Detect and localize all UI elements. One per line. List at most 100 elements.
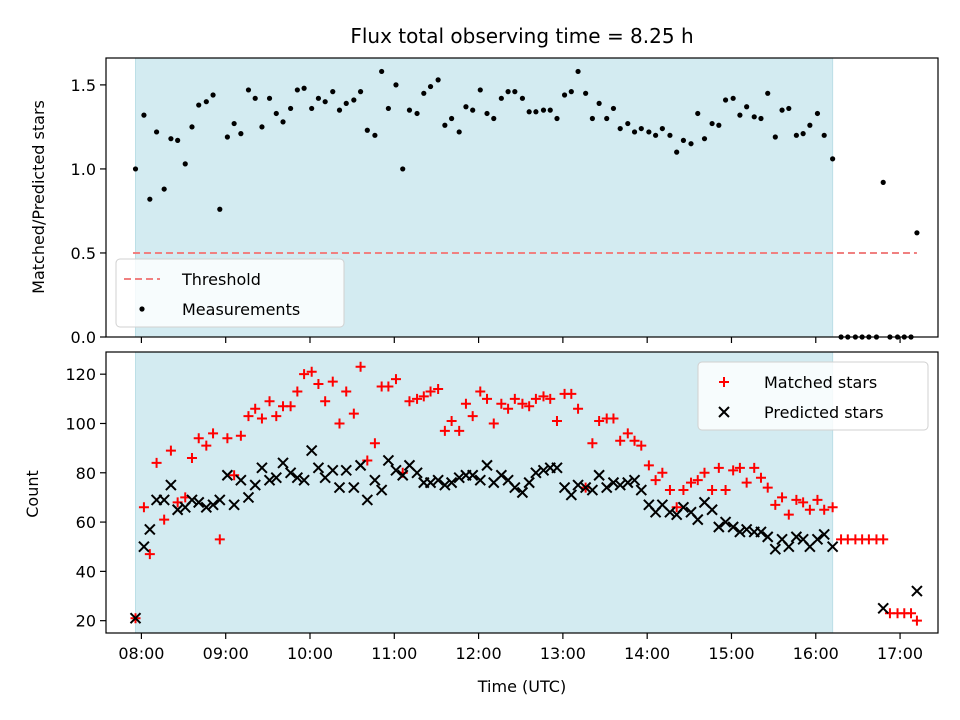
matched-star-point bbox=[165, 445, 176, 456]
predicted-star-point bbox=[256, 462, 268, 474]
measurement-point bbox=[772, 134, 778, 140]
matched-star-point bbox=[460, 398, 471, 409]
measurement-point bbox=[132, 166, 139, 172]
measurement-point bbox=[210, 92, 216, 98]
predicted-star-point bbox=[826, 541, 839, 553]
matched-star-point bbox=[734, 462, 745, 473]
predicted-star-point bbox=[207, 499, 219, 511]
predicted-star-point bbox=[305, 444, 318, 457]
measurement-point bbox=[393, 82, 399, 88]
matched-star-point bbox=[650, 475, 661, 486]
predicted-star-point bbox=[242, 491, 255, 504]
predicted-star-point bbox=[601, 481, 613, 494]
measurement-point bbox=[456, 129, 462, 135]
matched-star-point bbox=[144, 549, 155, 560]
predicted-star-point bbox=[586, 484, 599, 496]
predicted-star-point bbox=[284, 467, 297, 479]
matched-star-point bbox=[327, 376, 338, 387]
x-tick-label: 17:00 bbox=[877, 644, 923, 663]
matched-star-point bbox=[692, 475, 703, 486]
matched-star-point bbox=[235, 430, 246, 441]
measurement-point bbox=[596, 100, 602, 106]
matched-star-point bbox=[243, 411, 254, 422]
measurement-point bbox=[568, 89, 574, 95]
matched-star-point bbox=[425, 386, 436, 397]
matched-star-point bbox=[741, 477, 752, 488]
matched-star-point bbox=[208, 428, 219, 439]
matched-star-point bbox=[812, 494, 823, 505]
measurement-point bbox=[583, 90, 589, 96]
measurement-point bbox=[463, 104, 469, 110]
matched-star-point bbox=[707, 485, 718, 496]
measurement-point bbox=[526, 109, 532, 115]
matched-star-point bbox=[720, 485, 731, 496]
legend-predicted-swatch bbox=[718, 406, 730, 418]
measurement-point bbox=[554, 115, 560, 122]
matched-star-point bbox=[496, 398, 507, 409]
predicted-star-point bbox=[622, 476, 634, 489]
predicted-star-point bbox=[200, 501, 213, 513]
measurement-point bbox=[533, 109, 539, 115]
predicted-star-point bbox=[523, 476, 535, 489]
measurement-point bbox=[540, 107, 547, 113]
measurement-point bbox=[505, 89, 511, 95]
matched-star-point bbox=[341, 386, 352, 397]
predicted-star-point bbox=[755, 526, 767, 538]
predicted-star-point bbox=[706, 504, 718, 516]
predicted-star-point bbox=[439, 479, 451, 491]
y-tick-label: 0.5 bbox=[71, 244, 96, 263]
predicted-star-point bbox=[614, 479, 626, 491]
matched-star-point bbox=[538, 391, 549, 402]
matched-star-point bbox=[159, 514, 170, 525]
chart-title: Flux total observing time = 8.25 h bbox=[350, 24, 693, 48]
measurement-point bbox=[589, 115, 595, 122]
measurement-point bbox=[280, 119, 286, 125]
measurement-point bbox=[709, 120, 715, 127]
measurement-point bbox=[484, 110, 490, 117]
predicted-star-point bbox=[291, 472, 304, 484]
predicted-star-point bbox=[664, 506, 676, 518]
matched-star-point bbox=[804, 504, 815, 515]
predicted-star-point bbox=[186, 494, 198, 506]
x-tick-label: 08:00 bbox=[118, 644, 164, 663]
measurement-point bbox=[730, 95, 736, 101]
measurement-point bbox=[659, 125, 665, 132]
measurement-point bbox=[309, 105, 315, 112]
measurement-point bbox=[758, 115, 764, 122]
measurement-point bbox=[674, 149, 680, 155]
predicted-star-point bbox=[369, 474, 381, 486]
matched-star-point bbox=[404, 396, 415, 407]
series-predicted-stars bbox=[129, 444, 923, 624]
measurement-point bbox=[141, 112, 147, 118]
matched-star-point bbox=[622, 428, 633, 439]
predicted-star-point bbox=[719, 516, 732, 528]
measurement-point bbox=[301, 85, 307, 91]
measurement-point bbox=[631, 129, 638, 135]
measurement-point bbox=[680, 137, 687, 143]
predicted-star-point bbox=[158, 494, 170, 506]
matched-star-point bbox=[433, 383, 444, 394]
predicted-star-point bbox=[235, 474, 247, 486]
measurement-point bbox=[547, 107, 553, 113]
legend-measurement-swatch bbox=[139, 306, 145, 312]
measurement-point bbox=[653, 132, 659, 138]
matched-star-point bbox=[412, 393, 423, 404]
matched-star-point bbox=[214, 534, 225, 545]
matched-star-point bbox=[878, 534, 889, 545]
measurement-point bbox=[914, 230, 920, 236]
legend: Threshold Measurements bbox=[115, 258, 345, 328]
legend-label: Threshold bbox=[181, 270, 261, 289]
predicted-star-point bbox=[221, 469, 234, 481]
predicted-star-point bbox=[572, 479, 584, 491]
predicted-star-point bbox=[348, 481, 360, 494]
x-tick-label: 10:00 bbox=[287, 644, 333, 663]
predicted-star-point bbox=[263, 474, 276, 486]
matched-star-point bbox=[355, 361, 366, 372]
measurement-point bbox=[716, 122, 722, 128]
matched-star-point bbox=[271, 411, 282, 422]
matched-star-point bbox=[320, 396, 331, 407]
matched-star-point bbox=[348, 408, 359, 419]
measurement-point bbox=[477, 87, 483, 93]
matched-star-point bbox=[418, 391, 429, 402]
measurement-point bbox=[330, 89, 336, 95]
